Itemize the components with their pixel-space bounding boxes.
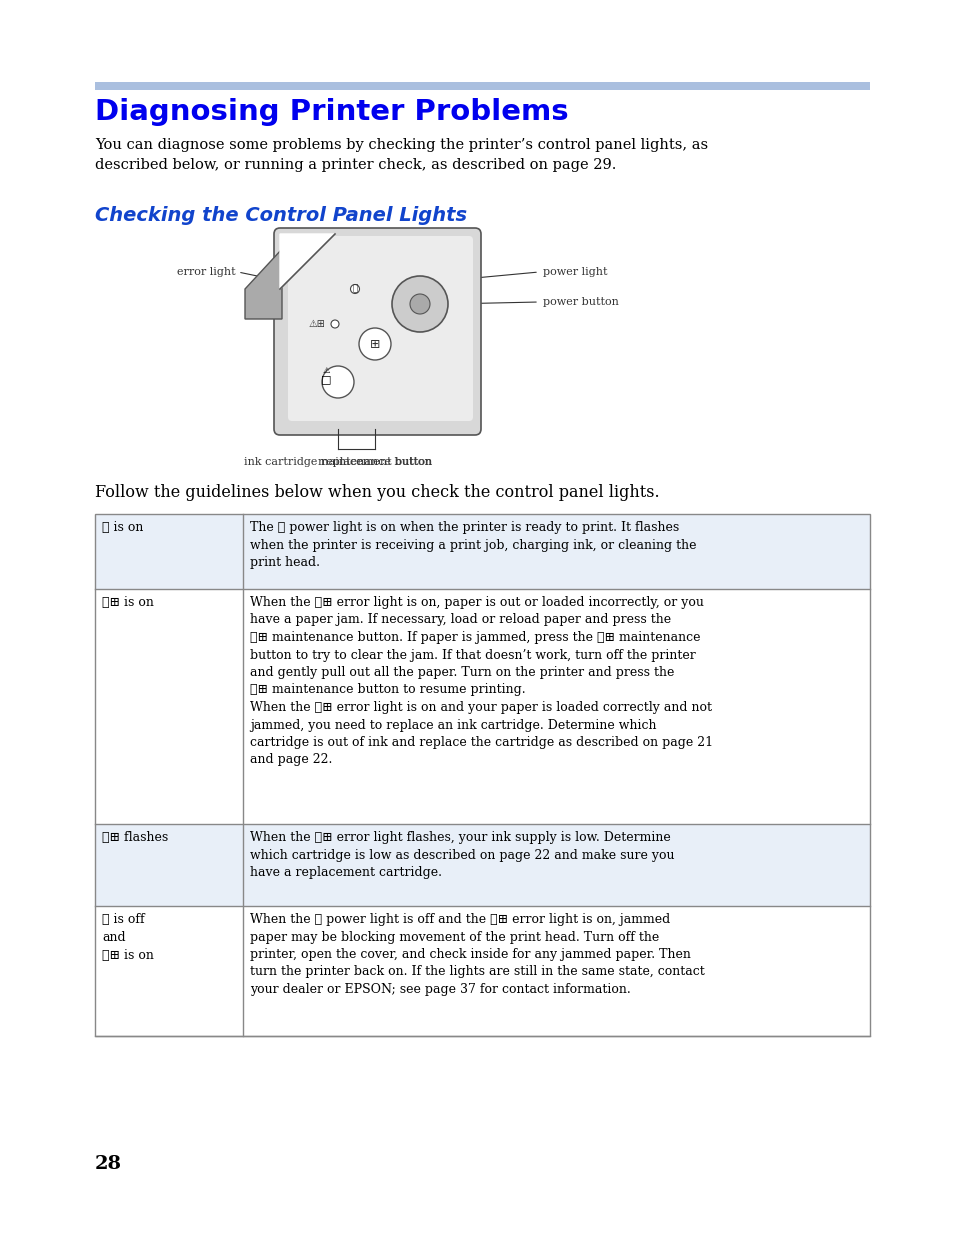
- Text: ⚠⊞ is on: ⚠⊞ is on: [102, 597, 153, 609]
- Text: ⊞: ⊞: [370, 337, 380, 351]
- Text: □: □: [320, 374, 331, 384]
- Text: The ⏻ power light is on when the printer is ready to print. It flashes
when the : The ⏻ power light is on when the printer…: [250, 521, 696, 569]
- Bar: [95, 514, 869, 1036]
- FancyBboxPatch shape: [288, 236, 473, 421]
- Circle shape: [410, 294, 430, 314]
- Text: ⏻: ⏻: [352, 284, 357, 294]
- Text: 28: 28: [95, 1155, 122, 1173]
- Text: You can diagnose some problems by checking the printer’s control panel lights, a: You can diagnose some problems by checki…: [95, 138, 707, 172]
- Text: When the ⚠⊞ error light is on, paper is out or loaded incorrectly, or you
have a: When the ⚠⊞ error light is on, paper is …: [250, 597, 713, 767]
- Text: Checking the Control Panel Lights: Checking the Control Panel Lights: [95, 206, 467, 225]
- Text: ⚠: ⚠: [322, 366, 330, 374]
- FancyBboxPatch shape: [274, 228, 480, 435]
- Polygon shape: [280, 233, 335, 289]
- Text: Follow the guidelines below when you check the control panel lights.: Follow the guidelines below when you che…: [95, 484, 659, 501]
- Text: power light: power light: [542, 267, 607, 277]
- Circle shape: [392, 275, 448, 332]
- Text: error light: error light: [177, 267, 235, 277]
- Circle shape: [331, 320, 338, 329]
- Text: When the ⚠⊞ error light flashes, your ink supply is low. Determine
which cartrid: When the ⚠⊞ error light flashes, your in…: [250, 831, 674, 879]
- Circle shape: [350, 284, 359, 294]
- Text: power button: power button: [542, 296, 618, 308]
- Text: ink cartridge replacement button: ink cartridge replacement button: [244, 457, 432, 467]
- Circle shape: [322, 366, 354, 398]
- Text: ⏻ is on: ⏻ is on: [102, 521, 143, 534]
- Circle shape: [358, 329, 391, 359]
- Bar: [95, 589, 869, 824]
- Text: ⚠⊞: ⚠⊞: [308, 319, 325, 329]
- Bar: [95, 906, 869, 1036]
- Text: maintenance button: maintenance button: [317, 457, 432, 467]
- Text: Diagnosing Printer Problems: Diagnosing Printer Problems: [95, 98, 568, 126]
- Text: When the ⏻ power light is off and the ⚠⊞ error light is on, jammed
paper may be : When the ⏻ power light is off and the ⚠⊞…: [250, 913, 704, 995]
- Bar: [95, 82, 869, 90]
- Bar: [95, 514, 869, 589]
- Polygon shape: [245, 249, 282, 319]
- Bar: [95, 824, 869, 906]
- Text: ⏻ is off
and
⚠⊞ is on: ⏻ is off and ⚠⊞ is on: [102, 913, 153, 962]
- Text: ⚠⊞ flashes: ⚠⊞ flashes: [102, 831, 168, 844]
